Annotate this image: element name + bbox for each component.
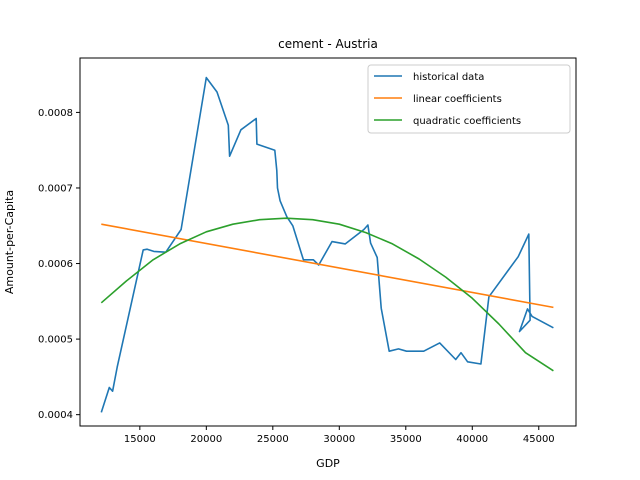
x-tick-label: 25000 xyxy=(257,434,289,445)
x-tick-label: 40000 xyxy=(456,434,488,445)
legend-label-2: quadratic coefficients xyxy=(413,116,521,127)
legend-label-1: linear coefficients xyxy=(413,94,502,105)
y-axis-ticks: 0.0004 0.0005 0.0006 0.0007 0.0008 xyxy=(38,108,80,421)
x-tick-label: 45000 xyxy=(523,434,555,445)
x-axis-ticks: 15000 20000 25000 30000 35000 40000 45000 xyxy=(124,426,555,445)
plot-area xyxy=(100,76,554,413)
x-axis-label: GDP xyxy=(316,457,340,470)
x-tick-label: 35000 xyxy=(390,434,422,445)
legend: historical data linear coefficients quadra… xyxy=(367,64,571,134)
y-tick-label: 0.0008 xyxy=(38,108,73,119)
y-tick-label: 0.0007 xyxy=(38,183,73,194)
y-axis-label: Amount-per-Capita xyxy=(3,190,16,294)
y-tick-label: 0.0006 xyxy=(38,259,73,270)
x-tick-label: 30000 xyxy=(323,434,355,445)
plot-frame xyxy=(79,57,577,427)
series-line-1 xyxy=(101,223,554,309)
legend-label-0: historical data xyxy=(413,72,484,83)
x-tick-label: 15000 xyxy=(124,434,156,445)
legend-box xyxy=(367,64,571,134)
chart-title: cement - Austria xyxy=(278,37,378,51)
series-line-2 xyxy=(100,217,554,372)
y-tick-label: 0.0005 xyxy=(38,335,73,346)
x-tick-label: 20000 xyxy=(190,434,222,445)
y-tick-label: 0.0004 xyxy=(38,410,73,421)
